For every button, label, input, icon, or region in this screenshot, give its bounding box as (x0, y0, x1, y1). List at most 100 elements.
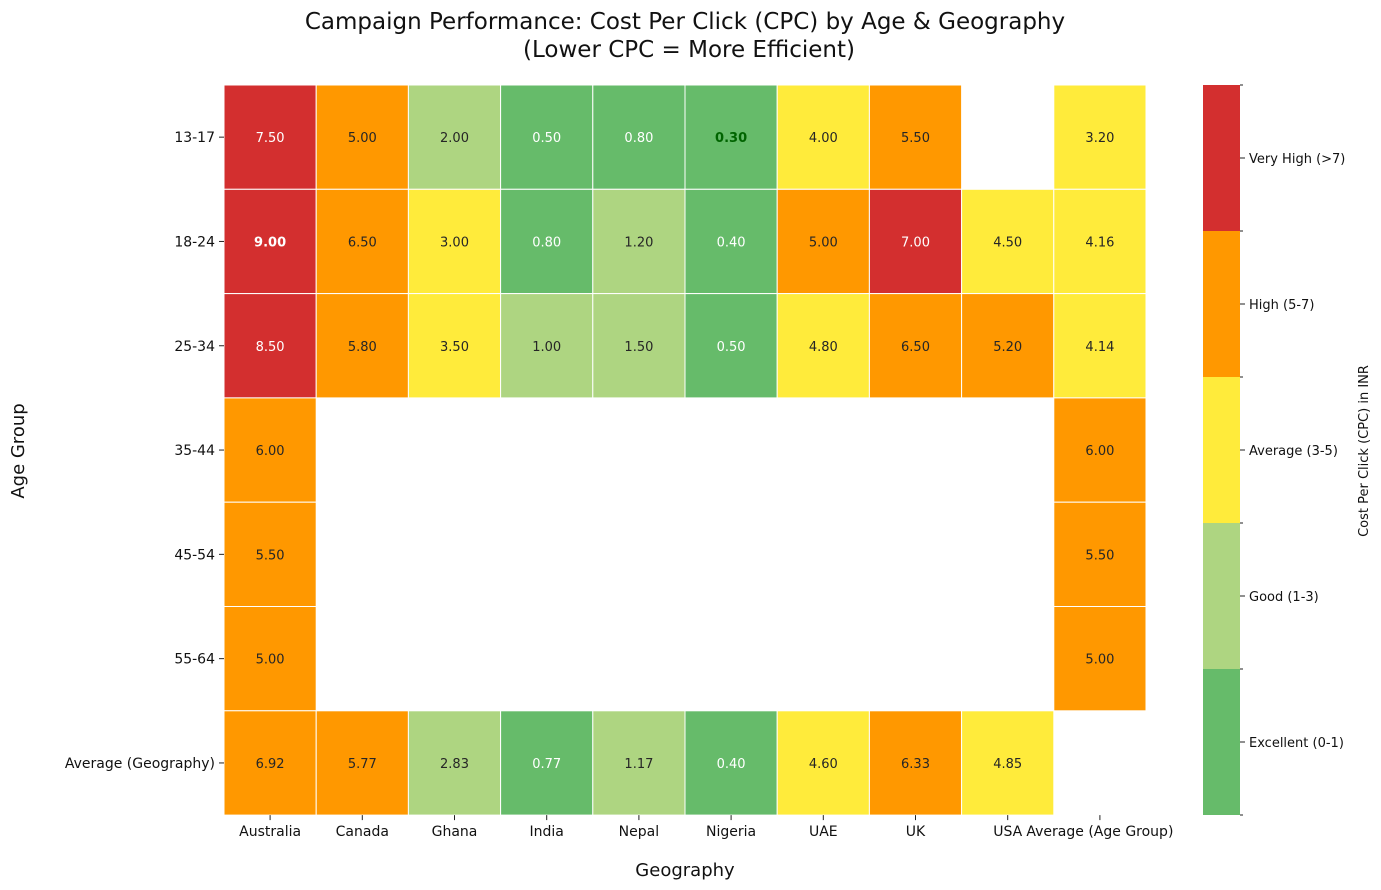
y-tick-label: 35-44 (174, 443, 215, 459)
cell-value-label: 5.00 (256, 653, 285, 668)
cell-value-label: 0.40 (717, 757, 746, 772)
y-tick-label: 45-54 (174, 547, 215, 563)
heatmap-cell (315, 293, 409, 399)
cell-value-label: 7.50 (256, 131, 285, 146)
colorbar-tick-label: High (5-7) (1249, 298, 1314, 313)
cell-value-label: 5.77 (348, 757, 377, 772)
x-axis-ticks: Australia Canada Ghana India Nepal Nigeria UAE… (239, 815, 1173, 840)
cell-value-label: 3.50 (440, 340, 469, 355)
heatmap-cell (407, 293, 502, 399)
heatmap-cell (407, 188, 502, 295)
cell-value-label: 5.00 (1085, 653, 1114, 668)
heatmap-cell (868, 710, 963, 816)
heatmap-cell (500, 293, 594, 399)
heatmap-cell (961, 293, 1055, 399)
colorbar-tick-label: Good (1-3) (1249, 590, 1319, 605)
cell-value-label: 4.14 (1085, 340, 1114, 355)
cell-value-label: 0.40 (717, 235, 746, 250)
x-tick-label: India (530, 824, 564, 840)
cell-value-label: 1.20 (624, 235, 653, 250)
chart-title-line-2: (Lower CPC = More Efficient) (523, 37, 855, 63)
cell-value-label: 6.50 (901, 340, 930, 355)
heatmap-cell (592, 188, 686, 295)
heatmap-cell (592, 84, 686, 190)
cell-value-label: 3.00 (440, 235, 469, 250)
cell-value-label: 4.16 (1085, 235, 1114, 250)
heatmap-cell (500, 188, 594, 295)
cell-value-label: 4.85 (993, 757, 1022, 772)
heatmap-cell (500, 84, 594, 190)
y-tick-label: Average (Geography) (65, 756, 215, 772)
heatmap-cell (961, 710, 1055, 816)
heatmap-cell (223, 710, 317, 816)
heatmap-cell (684, 293, 778, 399)
cell-value-label: 0.30 (715, 131, 747, 146)
heatmap-cell (684, 84, 778, 190)
heatmap-cell (315, 84, 409, 190)
cell-value-label: 5.80 (348, 340, 377, 355)
cell-value-label: 4.80 (809, 340, 838, 355)
colorbar-segment (1203, 669, 1240, 815)
cell-value-label: 0.77 (532, 757, 561, 772)
cell-value-label: 5.50 (1085, 548, 1114, 563)
cell-value-label: 5.50 (901, 131, 930, 146)
cell-value-label: 5.00 (809, 235, 838, 250)
heatmap-cell (868, 188, 963, 295)
x-tick-label: Australia (239, 824, 301, 840)
colorbar-label: Cost Per Click (CPC) in INR (1357, 365, 1372, 537)
heatmap-cell (500, 710, 594, 816)
colorbar-segment (1203, 231, 1240, 377)
cell-value-label: 7.00 (901, 235, 930, 250)
colorbar-tick-label: Very High (>7) (1249, 152, 1345, 167)
y-axis-label: Age Group (8, 403, 29, 498)
cell-value-label: 4.60 (809, 757, 838, 772)
heatmap-cell (407, 84, 502, 190)
cell-value-label: 3.20 (1085, 131, 1114, 146)
cell-value-label: 5.50 (256, 548, 285, 563)
x-tick-label: Ghana (432, 824, 478, 840)
heatmap-cells: 7.50 5.00 2.00 0.50 0.80 0.30 4.00 5.50 3.20 9.00… (223, 84, 1147, 816)
cell-value-label: 4.50 (993, 235, 1022, 250)
x-tick-label: UK (906, 824, 926, 840)
x-tick-label: Canada (336, 824, 389, 840)
cell-value-label: 5.20 (993, 340, 1022, 355)
colorbar-segment (1203, 377, 1240, 523)
y-tick-label: 25-34 (174, 339, 215, 355)
cell-value-label: 6.00 (256, 444, 285, 459)
cell-value-label: 0.80 (532, 235, 561, 250)
heatmap-cell (868, 293, 963, 399)
colorbar-tick-label: Average (3-5) (1249, 444, 1338, 459)
heatmap-cell (1053, 293, 1147, 399)
heatmap-cell (776, 188, 870, 295)
heatmap-cell (684, 188, 778, 295)
heatmap-cell (223, 188, 317, 295)
cell-value-label: 6.33 (901, 757, 930, 772)
y-tick-label: 55-64 (174, 652, 215, 668)
heatmap-cell (223, 397, 317, 503)
cell-value-label: 4.00 (809, 131, 838, 146)
x-tick-label: Nigeria (706, 824, 756, 840)
cell-value-label: 1.00 (532, 340, 561, 355)
heatmap-cell (315, 710, 409, 816)
heatmap-cell (1053, 188, 1147, 295)
heatmap-cell (592, 710, 686, 816)
heatmap-cell (223, 293, 317, 399)
cell-value-label: 6.00 (1085, 444, 1114, 459)
colorbar-segment (1203, 85, 1240, 231)
heatmap-cell (1053, 606, 1147, 712)
x-tick-label: Average (Age Group) (1026, 824, 1173, 840)
x-tick-label: USA (993, 824, 1022, 840)
heatmap-cell (407, 710, 502, 816)
heatmap-cell (868, 84, 963, 190)
x-tick-label: Nepal (619, 824, 659, 840)
heatmap-cell (776, 710, 870, 816)
cell-value-label: 1.17 (624, 757, 653, 772)
colorbar-segment (1203, 523, 1240, 669)
cell-value-label: 0.50 (532, 131, 561, 146)
heatmap-cell (1053, 501, 1147, 608)
chart-title-line-1: Campaign Performance: Cost Per Click (CP… (305, 9, 1065, 35)
cell-value-label: 2.00 (440, 131, 469, 146)
cell-value-label: 0.80 (624, 131, 653, 146)
y-axis-ticks: 13-17 18-24 25-34 35-44 45-54 55-64 Average (G… (65, 130, 224, 772)
heatmap-cell (961, 188, 1055, 295)
